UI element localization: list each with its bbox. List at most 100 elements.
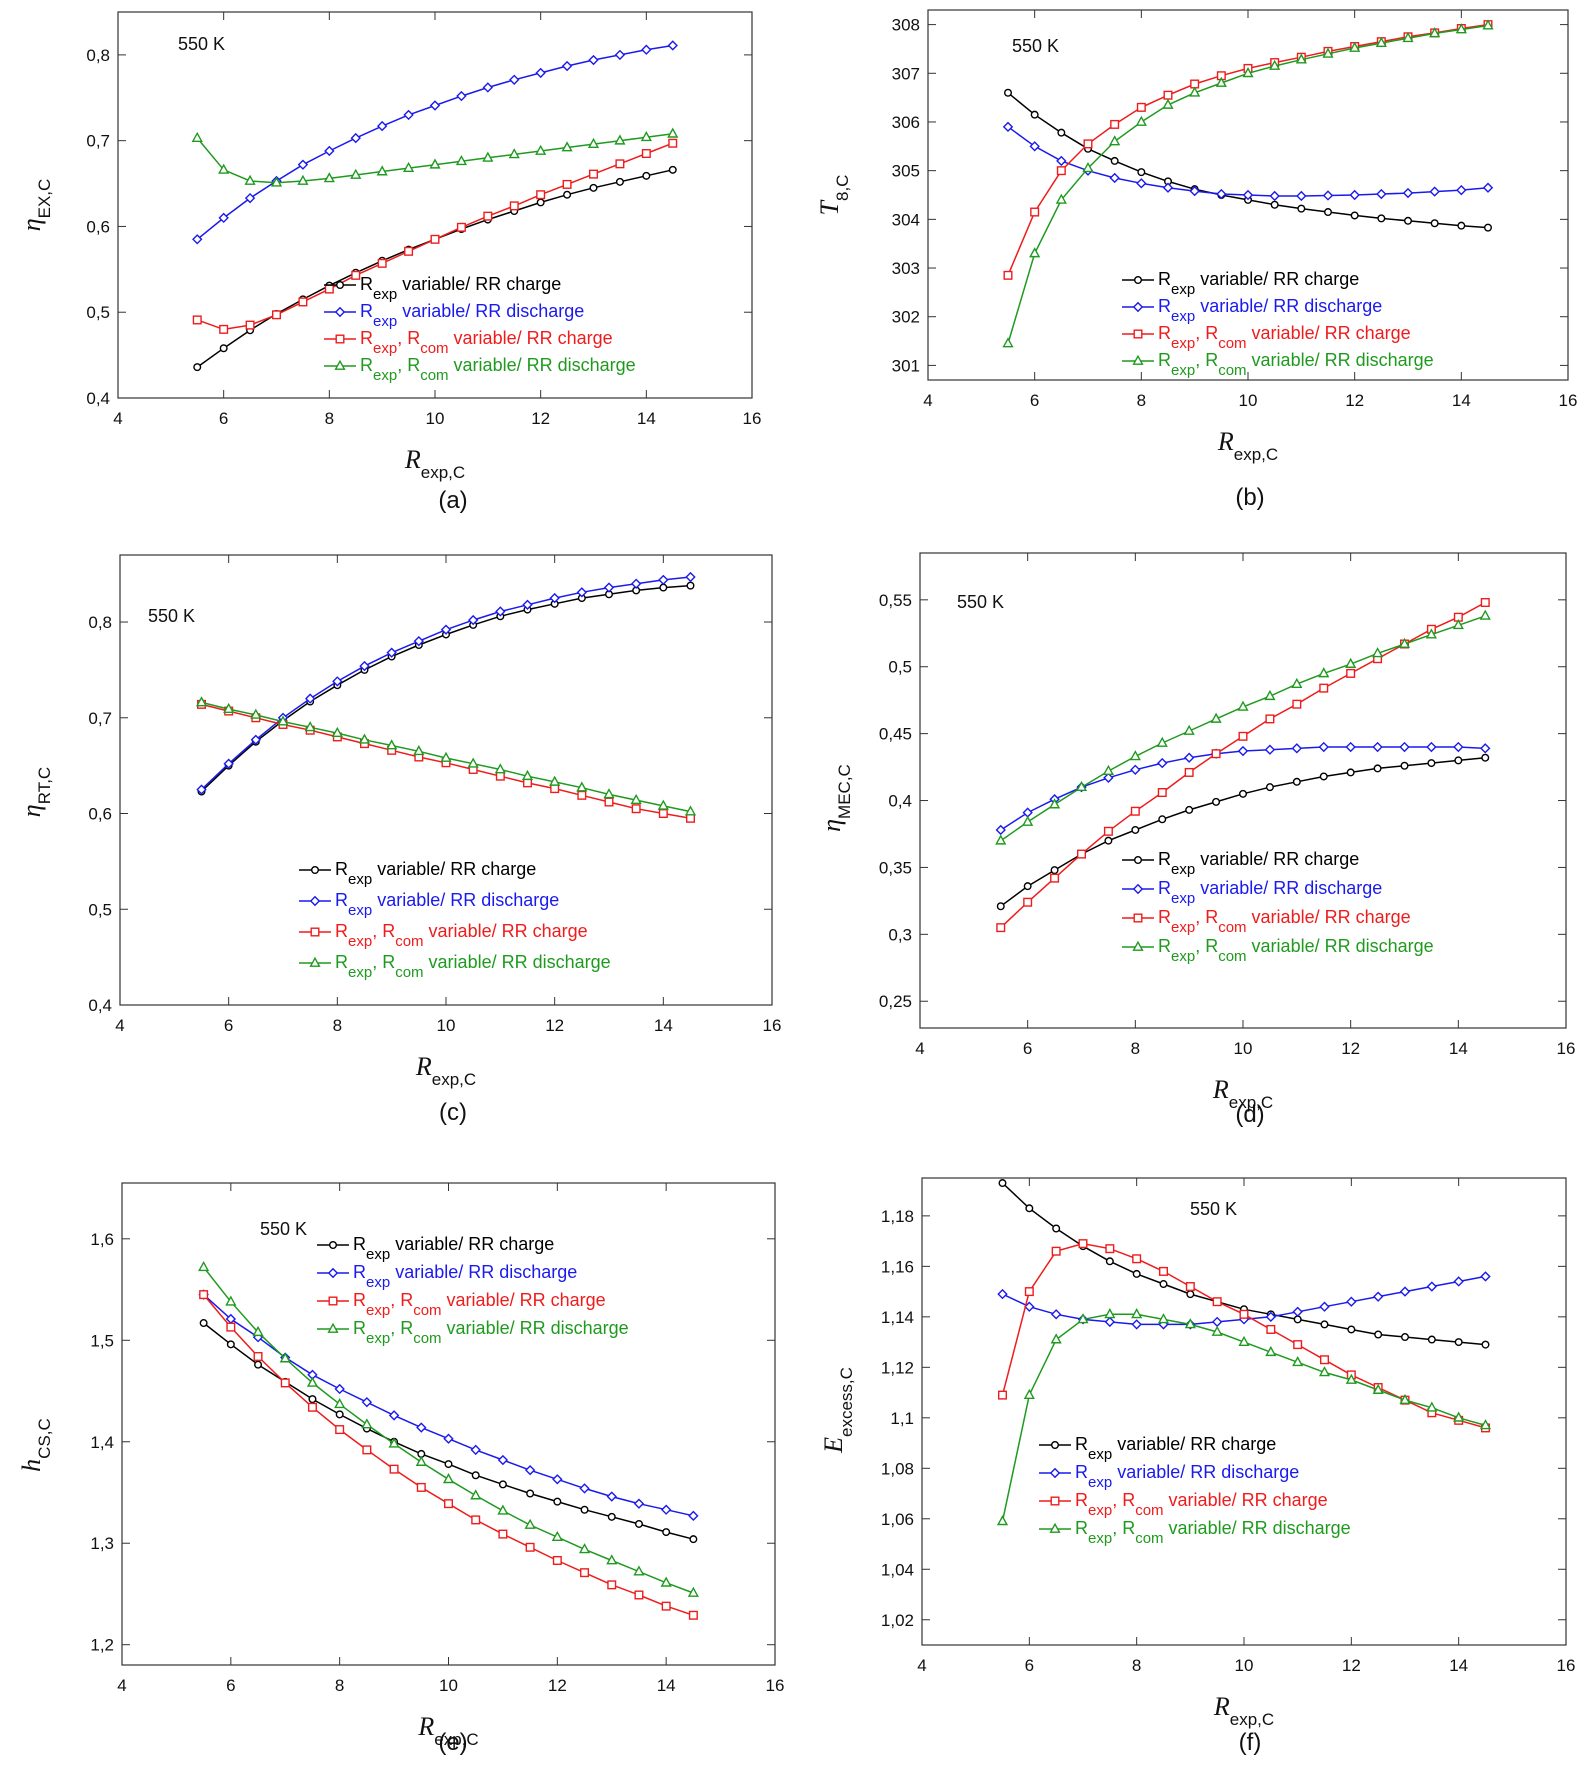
data-point xyxy=(1479,1419,1492,1430)
data-point xyxy=(1293,1315,1302,1324)
y-tick-label: 1,18 xyxy=(881,1207,914,1226)
data-point xyxy=(996,902,1005,911)
data-point xyxy=(444,1499,454,1509)
data-point xyxy=(524,1464,536,1476)
chart-panel-c: 4 6 8 10 12 14 16 0,4 0,5 0,6 0,7 0,8 550 K Rexp vari… xyxy=(17,554,781,1126)
data-point xyxy=(199,1319,208,1328)
data-point xyxy=(403,109,414,121)
data-point xyxy=(552,1555,562,1565)
data-point xyxy=(1318,1366,1331,1377)
data-point xyxy=(1109,135,1121,146)
legend-entry: Rexp variable/ RR charge xyxy=(317,1234,554,1263)
data-point xyxy=(335,1410,344,1419)
data-point xyxy=(1319,772,1328,781)
data-point xyxy=(218,212,229,224)
data-point xyxy=(606,1491,617,1502)
series-line xyxy=(1001,1242,1486,1429)
data-point xyxy=(280,1378,290,1388)
data-point xyxy=(199,1290,209,1300)
data-point xyxy=(1076,849,1086,859)
data-point xyxy=(1109,172,1120,184)
series-line xyxy=(203,1266,694,1594)
data-point xyxy=(1029,247,1041,258)
data-point xyxy=(1158,815,1167,824)
data-point xyxy=(1371,647,1384,658)
legend-entry: Rexp variable/ RR discharge xyxy=(317,1262,577,1291)
data-point xyxy=(561,60,573,72)
data-point xyxy=(307,1402,317,1412)
data-point xyxy=(376,165,388,176)
data-point xyxy=(1483,223,1492,232)
data-point xyxy=(634,1519,643,1528)
x-tick-label: 10 xyxy=(437,1016,456,1035)
data-point xyxy=(633,1565,645,1576)
legend-entry: Rexp variable/ RR charge xyxy=(324,274,561,303)
data-point xyxy=(1105,1257,1114,1266)
data-point xyxy=(494,763,506,774)
series-4 xyxy=(198,1260,699,1597)
panel-caption: (d) xyxy=(1235,1101,1264,1128)
temperature-annotation: 550 K xyxy=(260,1219,307,1239)
y-tick-label: 0,8 xyxy=(86,46,110,65)
series-4 xyxy=(1002,19,1494,348)
data-point xyxy=(606,1554,618,1565)
data-point xyxy=(1480,743,1491,754)
data-point xyxy=(1211,1316,1223,1328)
data-point xyxy=(577,790,587,800)
data-point xyxy=(1075,780,1088,792)
data-point xyxy=(191,131,203,142)
data-point xyxy=(226,1340,235,1349)
data-point xyxy=(225,1295,237,1306)
data-point xyxy=(1077,1313,1089,1324)
data-point xyxy=(1481,1340,1490,1349)
data-point xyxy=(1295,53,1307,64)
data-point xyxy=(603,582,615,593)
x-axis-label: Rexp,C xyxy=(404,445,465,482)
x-tick-label: 4 xyxy=(115,1016,124,1035)
y-tick-label: 1,04 xyxy=(881,1560,914,1579)
data-point xyxy=(1129,750,1141,761)
data-point xyxy=(1051,1246,1061,1256)
data-point xyxy=(1135,115,1147,126)
legend-entry: Rexp, Rcom variable/ RR discharge xyxy=(299,952,611,981)
data-point xyxy=(614,49,626,61)
data-point xyxy=(455,155,468,166)
data-point xyxy=(1400,1333,1409,1342)
data-point xyxy=(660,1504,672,1515)
data-point xyxy=(687,1586,699,1597)
y-tick-label: 0,4 xyxy=(88,996,112,1015)
data-point xyxy=(1266,1324,1276,1334)
data-point xyxy=(688,1510,699,1522)
data-point xyxy=(536,198,545,207)
series-4 xyxy=(191,127,679,187)
x-axis-label: Rexp,C xyxy=(1213,1692,1274,1729)
data-point xyxy=(482,151,494,162)
data-point xyxy=(1376,188,1387,200)
data-point xyxy=(563,190,572,199)
data-point xyxy=(1269,190,1280,202)
data-point xyxy=(444,1460,453,1469)
legend-entry: Rexp, Rcom variable/ RR charge xyxy=(317,1290,606,1319)
data-point xyxy=(1345,657,1357,668)
data-point xyxy=(587,137,600,148)
data-point xyxy=(377,258,387,268)
data-point xyxy=(1056,166,1066,176)
legend-label: Rexp, Rcom variable/ RR discharge xyxy=(1158,936,1434,965)
y-tick-label: 306 xyxy=(892,113,920,132)
x-tick-label: 14 xyxy=(1449,1039,1468,1058)
series-3 xyxy=(1003,20,1493,280)
data-point xyxy=(195,696,208,707)
data-point xyxy=(350,132,361,144)
data-point xyxy=(254,1360,263,1369)
data-point xyxy=(1184,1318,1196,1329)
data-point xyxy=(1318,741,1329,753)
y-tick-label: 1,1 xyxy=(890,1409,914,1428)
data-point xyxy=(552,1474,563,1485)
data-point xyxy=(1457,221,1466,230)
data-point xyxy=(1346,1296,1357,1307)
x-tick-label: 12 xyxy=(531,409,550,428)
data-point xyxy=(525,1542,535,1552)
legend-marker xyxy=(310,927,320,937)
data-point xyxy=(1264,689,1276,701)
data-point xyxy=(688,1610,698,1620)
